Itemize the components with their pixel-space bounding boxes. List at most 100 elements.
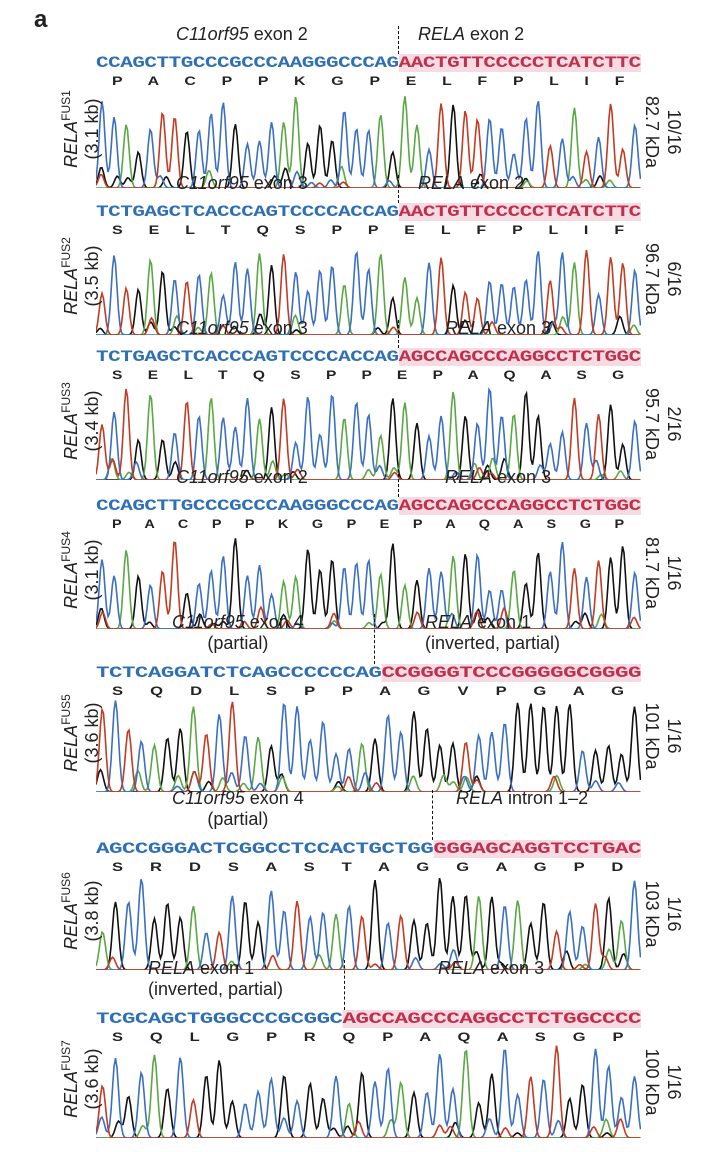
left-segment-label: RELA exon 1 (inverted, partial) xyxy=(148,958,283,1000)
fusion-name-label: RELAFUS7 (3.6 kb) xyxy=(56,1019,102,1139)
frequency: 1/16 xyxy=(664,896,684,932)
fusion-id: FUS3 xyxy=(59,382,73,413)
fusion-id: FUS7 xyxy=(59,1040,73,1071)
left-region: exon 4 xyxy=(244,612,304,632)
transcript-size: (3.1 kb) xyxy=(82,98,102,160)
right-gene-name: RELA xyxy=(425,612,473,632)
fusion-name-label: RELAFUS6 (3.8 kb) xyxy=(56,851,102,971)
right-sequence: GGGAGCAGGTCCTGAC xyxy=(433,840,641,858)
fusion-junction-line xyxy=(398,320,399,348)
chromatogram-trace xyxy=(96,700,641,792)
right-sequence: CCGGGGTCCCGGGGGCGGGG xyxy=(381,664,641,682)
molecular-weight: 96.7 kDa xyxy=(642,242,662,316)
fusion-panel-4: C11orf95 exon 2 RELA exon 3 CCAGCTTGCCCGCC… xyxy=(0,467,715,629)
right-sequence: AACTGTTCCCCCTCATCTTC xyxy=(398,203,641,221)
chromatogram-trace xyxy=(96,96,641,188)
left-region: exon 3 xyxy=(248,318,308,338)
fusion-gene: RELA xyxy=(61,1070,81,1118)
right-segment-label: RELA exon 3 xyxy=(445,467,551,488)
fusion-stats-label: 1/16 101 kDa xyxy=(639,676,685,796)
amino-acid-translation: S R D S A S T A G G A G P D xyxy=(112,860,627,874)
trace-A xyxy=(96,706,641,792)
left-region-note: (partial) xyxy=(207,809,269,829)
trace-A xyxy=(96,391,641,480)
transcript-size: (3.5 kb) xyxy=(82,245,102,307)
trace-C xyxy=(96,101,641,188)
fusion-id: FUS4 xyxy=(59,531,73,562)
fusion-sequence: TCTGAGCTCACCCAGTCCCCACCAGAACTGTTCCCCCTCA… xyxy=(96,203,641,221)
fusion-panel-3: C11orf95 exon 3 RELA exon 3 TCTGAGCTCACCCA… xyxy=(0,318,715,480)
molecular-weight: 101 kDa xyxy=(642,702,662,770)
amino-acid-translation: S E L T Q S P P E P A Q A S G xyxy=(112,368,628,382)
fusion-id: FUS5 xyxy=(59,694,73,725)
trace-T xyxy=(96,249,641,335)
right-segment-label: RELA intron 1–2 xyxy=(456,788,588,809)
frequency: 10/16 xyxy=(664,109,684,155)
fusion-junction-line xyxy=(344,960,345,1010)
trace-C xyxy=(96,541,641,629)
left-sequence: CCAGCTTGCCCGCCCAAGGGCCCAG xyxy=(96,54,399,72)
right-gene-name: RELA xyxy=(418,24,466,44)
right-region: exon 3 xyxy=(485,958,545,978)
fusion-sequence: CCAGCTTGCCCGCCCAAGGGCCCAGAGCCAGCCCAGGCCT… xyxy=(96,497,641,515)
trace-C xyxy=(96,387,641,480)
molecular-weight: 103 kDa xyxy=(642,880,662,948)
left-region: exon 2 xyxy=(248,24,308,44)
chromatogram-trace xyxy=(96,249,641,335)
left-region-note: (partial) xyxy=(207,633,269,653)
fusion-gene: RELA xyxy=(61,561,81,609)
molecular-weight: 82.7 kDa xyxy=(642,95,662,169)
transcript-size: (3.6 kb) xyxy=(82,1048,102,1110)
fusion-panel-2: C11orf95 exon 3 RELA exon 2 TCTGAGCTCACCCA… xyxy=(0,173,715,335)
left-segment-label: C11orf95 exon 2 xyxy=(176,24,308,45)
right-region: exon 2 xyxy=(465,24,525,44)
fusion-junction-line xyxy=(432,790,433,840)
right-sequence: AGCCAGCCCAGGCCTCTGGCCCC xyxy=(342,1010,641,1028)
right-gene-name: RELA xyxy=(438,958,486,978)
trace-C xyxy=(96,879,641,970)
right-gene-name: RELA xyxy=(445,467,493,487)
chromatogram-trace xyxy=(96,538,641,629)
fusion-name-label: RELAFUS3 (3.4 kb) xyxy=(56,361,102,481)
fusion-id: FUS6 xyxy=(59,872,73,903)
left-sequence: TCGCAGCTGGGCCCGCGGC xyxy=(96,1010,343,1028)
right-segment-label: RELA exon 1 (inverted, partial) xyxy=(425,612,560,654)
fusion-sequence: TCTGAGCTCACCCAGTCCCCACCAGAGCCAGCCCAGGCCT… xyxy=(96,348,641,366)
fusion-gene: RELA xyxy=(61,902,81,950)
left-region: exon 4 xyxy=(244,788,304,808)
fusion-junction-line xyxy=(398,469,399,497)
fusion-gene: RELA xyxy=(61,120,81,168)
left-segment-label: C11orf95 exon 2 xyxy=(176,467,308,488)
trace-C xyxy=(96,250,641,335)
fusion-panel-7: RELA exon 1 (inverted, partial) RELA exon … xyxy=(0,958,715,1138)
left-segment-label: C11orf95 exon 3 xyxy=(176,318,308,339)
trace-T xyxy=(96,900,641,970)
fusion-gene: RELA xyxy=(61,724,81,772)
fusion-id: FUS1 xyxy=(59,90,73,121)
left-region: exon 3 xyxy=(248,173,308,193)
fusion-panel-1: C11orf95 exon 2 RELA exon 2 CCAGCTTGCCCGCC… xyxy=(0,24,715,188)
trace-G xyxy=(96,1060,641,1138)
transcript-size: (3.4 kb) xyxy=(82,390,102,452)
frequency: 1/16 xyxy=(664,1064,684,1100)
right-region: intron 1–2 xyxy=(503,788,589,808)
amino-acid-translation: P A C P P K G P E L F P L I F xyxy=(112,74,628,88)
fusion-junction-line xyxy=(398,26,399,54)
right-gene-name: RELA xyxy=(445,318,493,338)
transcript-size: (3.6 kb) xyxy=(82,702,102,764)
frequency: 2/16 xyxy=(664,406,684,442)
right-segment-label: RELA exon 2 xyxy=(418,24,524,45)
trace-G xyxy=(96,104,641,188)
panel-letter: a xyxy=(34,6,48,33)
fusion-sequence: CCAGCTTGCCCGCCCAAGGGCCCAGAACTGTTCCCCCTCA… xyxy=(96,54,641,72)
fusion-id: FUS2 xyxy=(59,237,73,268)
frequency: 6/16 xyxy=(664,261,684,297)
molecular-weight: 95.7 kDa xyxy=(642,387,662,461)
right-region: exon 2 xyxy=(465,173,525,193)
amino-acid-translation: S Q D L S P P A G V P G A G xyxy=(112,684,628,698)
molecular-weight: 100 kDa xyxy=(642,1048,662,1116)
left-sequence: CCAGCTTGCCCGCCCAAGGGCCCAG xyxy=(96,497,399,515)
left-sequence: TCTGAGCTCACCCAGTCCCCACCAG xyxy=(96,348,399,366)
trace-G xyxy=(96,877,641,970)
right-segment-label: RELA exon 2 xyxy=(418,173,524,194)
